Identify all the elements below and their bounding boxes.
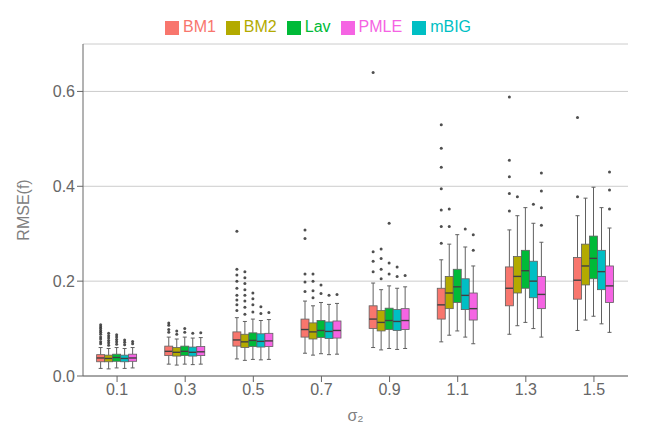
svg-text:0.6: 0.6: [53, 83, 75, 100]
svg-text:0.0: 0.0: [53, 368, 75, 385]
svg-text:0.4: 0.4: [53, 178, 75, 195]
svg-text:RMSE(f): RMSE(f): [15, 179, 32, 240]
svg-text:1.3: 1.3: [515, 381, 537, 398]
svg-text:0.9: 0.9: [378, 381, 400, 398]
svg-text:0.3: 0.3: [174, 381, 196, 398]
html-text:PMLE: PMLE: [358, 18, 403, 35]
svg-text:0.1: 0.1: [106, 381, 128, 398]
svg-text:0.7: 0.7: [310, 381, 332, 398]
html-text:BM1: BM1: [183, 18, 216, 35]
svg-text:0.2: 0.2: [53, 273, 75, 290]
html-text:Lav: Lav: [304, 18, 331, 35]
html-text:BM2: BM2: [243, 18, 277, 35]
svg-text:0.5: 0.5: [242, 381, 264, 398]
svg-text:1.1: 1.1: [447, 381, 469, 398]
svg-text:1.5: 1.5: [583, 381, 605, 398]
html-text:mBIG: mBIG: [430, 18, 471, 35]
svg-text:σ₂: σ₂: [347, 407, 363, 424]
